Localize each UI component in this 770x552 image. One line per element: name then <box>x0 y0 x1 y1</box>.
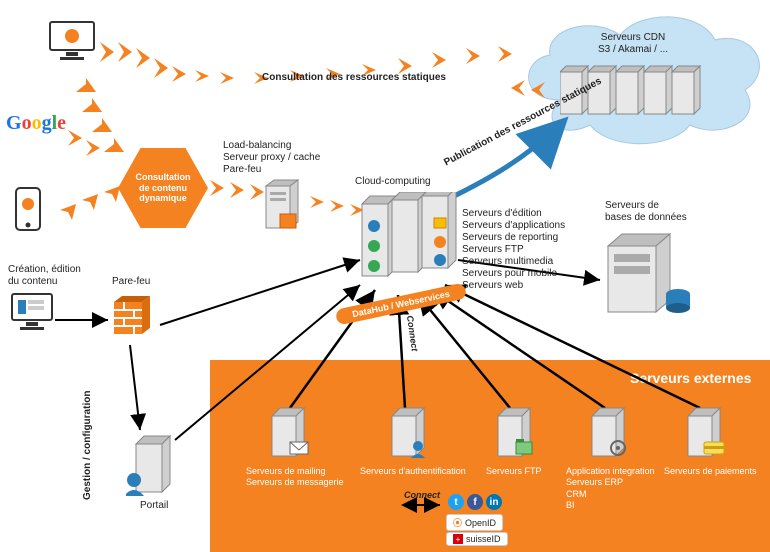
facebook-icon: f <box>467 494 483 510</box>
db-server-icon <box>604 232 704 325</box>
ext-erp-icon <box>588 406 632 465</box>
ext-erp-label: Application integration Serveurs ERP CRM… <box>566 466 655 511</box>
parefeu-label: Pare-feu <box>112 276 150 288</box>
ext-mail-label: Serveurs de mailing Serveurs de messager… <box>246 466 344 489</box>
portail-label: Portail <box>140 500 168 512</box>
ext-ftp-icon <box>494 406 538 465</box>
mobile-phone-icon <box>14 186 44 237</box>
client-monitor-icon <box>48 20 98 67</box>
portal-server-icon <box>126 434 186 503</box>
loadbal-label: Load-balancing Serveur proxy / cache Par… <box>223 140 320 176</box>
firewall-icon <box>112 292 150 330</box>
connect2-label: Connect <box>404 490 440 501</box>
consult-static-label: Consultation des ressources statiques <box>262 72 446 84</box>
cloudcomp-label: Cloud-computing <box>355 176 431 188</box>
architecture-diagram: Serveurs externes Serveurs CDN S3 / Akam… <box>0 0 770 552</box>
dynamic-content-hex: Consultation de contenu dynamique <box>118 148 208 228</box>
cluster-services-list: Serveurs d'édition Serveurs d'applicatio… <box>462 208 565 292</box>
linkedin-icon: in <box>486 494 502 510</box>
proxy-server-icon <box>264 178 304 237</box>
ext-ftp-label: Serveurs FTP <box>486 466 542 477</box>
google-logo: Google <box>6 112 66 135</box>
openid-badge: ⦿OpenID <box>446 514 503 531</box>
social-icons-row: t f in <box>448 494 502 510</box>
editing-pc-icon <box>10 292 56 339</box>
connect1-label: Connect <box>404 315 420 352</box>
suisseid-badge: +suisseID <box>446 532 508 546</box>
twitter-icon: t <box>448 494 464 510</box>
cloud-cluster-icon <box>360 192 460 295</box>
ext-pay-icon <box>684 406 728 465</box>
ext-mail-icon <box>268 406 312 465</box>
ext-pay-label: Serveurs de paiements <box>664 466 757 477</box>
ext-auth-label: Serveurs d'authentification <box>360 466 466 477</box>
creation-label: Création, édition du contenu <box>8 264 81 288</box>
ext-auth-icon <box>388 406 432 465</box>
gestion-label: Gestion / configuration <box>82 360 94 500</box>
external-servers-title: Serveurs externes <box>630 370 751 386</box>
cdn-title: Serveurs CDN S3 / Akamai / ... <box>598 32 668 56</box>
db-label: Serveurs de bases de données <box>605 200 687 224</box>
